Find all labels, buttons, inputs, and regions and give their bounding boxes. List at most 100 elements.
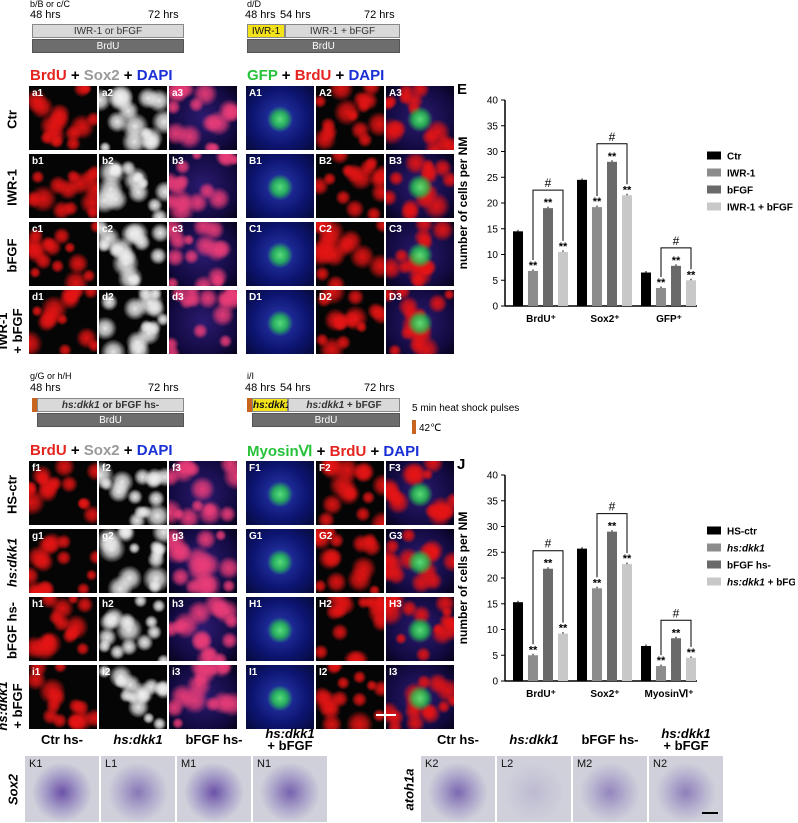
bar	[528, 270, 538, 306]
micrograph-d1: d1	[29, 290, 97, 354]
k-title-right: hs:dkk1	[509, 732, 559, 747]
significance-mark: **	[529, 260, 538, 272]
timeline-2-yellow: IWR-1	[247, 24, 285, 38]
micrograph-G3: G3	[386, 529, 454, 593]
in-situ-L2: L2	[497, 756, 571, 822]
panel-label: H1	[249, 599, 262, 610]
micrograph-b3: b3	[169, 154, 237, 218]
timeline-2-start: 48 hrs	[245, 9, 276, 21]
heat-shock-legend-swatch	[412, 420, 416, 434]
panel-label: C3	[389, 224, 402, 235]
timeline-1-end: 72 hrs	[148, 9, 179, 21]
legend-swatch	[707, 560, 721, 569]
y-tick-label: 10	[487, 625, 499, 636]
micrograph-c2: c2	[99, 222, 167, 286]
micrograph-G2: G2	[316, 529, 384, 593]
panel-label: I1	[249, 667, 258, 678]
micrograph-f3: f3	[169, 461, 237, 525]
panel-label: I2	[319, 667, 328, 678]
micrograph-F2: F2	[316, 461, 384, 525]
bar	[558, 251, 568, 306]
panel-label: N2	[653, 758, 668, 770]
micrograph-g2: g2	[99, 529, 167, 593]
panel-label: d1	[32, 292, 44, 303]
gene-label-sox2: Sox2	[5, 773, 21, 806]
bar	[513, 231, 523, 306]
micrograph-B1: B1	[246, 154, 314, 218]
timeline-2-end: 72 hrs	[364, 9, 395, 21]
panel-label: D1	[249, 292, 262, 303]
panel-label: N1	[257, 758, 272, 770]
micrograph-I1: I1	[246, 665, 314, 729]
scale-bar-k	[702, 812, 718, 814]
micrograph-a2: a2	[99, 86, 167, 150]
micrograph-i2: i2	[99, 665, 167, 729]
panel-label: A3	[389, 88, 402, 99]
significance-mark: **	[657, 277, 666, 289]
gene-label-atoh1a: atoh1a	[401, 768, 417, 811]
k-title-left: hs:dkk1	[113, 732, 163, 747]
panel-label: c1	[32, 224, 44, 235]
panel-label: B1	[249, 156, 262, 167]
legend-label: Ctr	[727, 152, 742, 163]
micrograph-h2: h2	[99, 597, 167, 661]
panel-label: F1	[249, 463, 261, 474]
micrograph-f2: f2	[99, 461, 167, 525]
micrograph-d3: d3	[169, 290, 237, 354]
in-situ-L1: L1	[101, 756, 175, 822]
timeline-2-condition: d/D	[247, 0, 262, 9]
micrograph-F1: F1	[246, 461, 314, 525]
panel-label: L2	[501, 758, 514, 770]
micrograph-D3: D3	[386, 290, 454, 354]
significance-mark: **	[593, 196, 602, 208]
hash-mark: #	[609, 500, 616, 514]
panel-label: d2	[102, 292, 114, 303]
panel-label: b3	[172, 156, 184, 167]
k-title-right: bFGF hs-	[581, 732, 639, 747]
scale-bar	[376, 714, 396, 716]
bracket	[532, 189, 564, 260]
micrograph-A1: A1	[246, 86, 314, 150]
panel-letter: J	[457, 456, 465, 473]
k-title-right: hs:dkk1 + bFGF	[661, 726, 711, 753]
micrograph-g1: g1	[29, 529, 97, 593]
panel-label: C1	[249, 224, 262, 235]
chart-j: J 0 5 10 15 20 25 30 35 40 number of cells per NM *…	[456, 456, 795, 700]
micrograph-h3: h3	[169, 597, 237, 661]
panel-label: b2	[102, 156, 114, 167]
hash-mark: #	[545, 176, 552, 190]
panel-label: h3	[172, 599, 184, 610]
panel-label: H2	[319, 599, 332, 610]
y-tick-label: 5	[492, 276, 498, 287]
significance-mark: **	[608, 521, 617, 533]
y-tick-label: 0	[492, 677, 498, 688]
panel-label: H3	[389, 599, 402, 610]
panel-label: G2	[319, 531, 333, 542]
y-tick-label: 15	[487, 224, 499, 235]
panel-label: A1	[249, 88, 262, 99]
y-tick-label: 30	[487, 522, 499, 533]
panel-label: A2	[319, 88, 332, 99]
significance-mark: **	[593, 577, 602, 589]
heat-shock-pulse	[32, 398, 37, 412]
hash-mark: #	[673, 606, 680, 620]
category-label: MyosinⅥ⁺	[645, 689, 694, 700]
bracket	[596, 513, 628, 578]
row-label: IWR-1	[4, 169, 20, 206]
micrograph-C1: C1	[246, 222, 314, 286]
heat-shock-legend: 5 min heat shock pulses	[412, 403, 520, 414]
panel-label: C2	[319, 224, 332, 235]
bracket	[532, 550, 564, 645]
micrograph-G1: G1	[246, 529, 314, 593]
k-title-left: bFGF hs-	[185, 732, 243, 747]
legend-swatch	[707, 151, 721, 160]
micrograph-i3: i3	[169, 665, 237, 729]
significance-mark: **	[687, 269, 696, 281]
panel-label: f2	[102, 463, 111, 474]
micrograph-B2: B2	[316, 154, 384, 218]
y-tick-label: 5	[492, 651, 498, 662]
bar	[641, 645, 651, 681]
bar	[607, 161, 617, 306]
category-label: GFP⁺	[656, 314, 682, 325]
row-label: bFGF	[4, 238, 20, 273]
